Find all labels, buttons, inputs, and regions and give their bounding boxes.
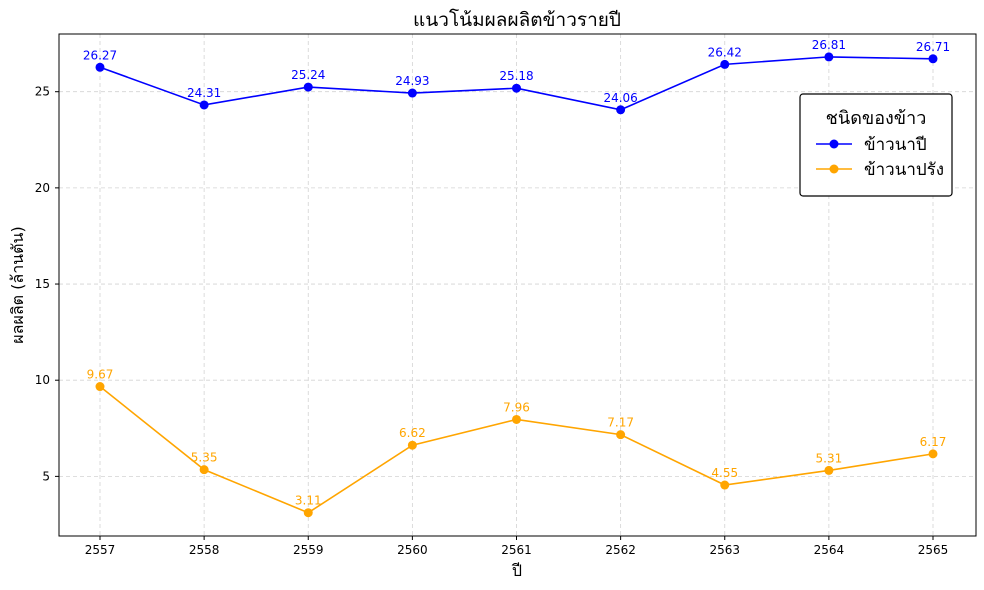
- series-2: 9.67 5.35 3.11 6.62 7.96 7.17 4.55 5.31 6.17: [87, 368, 947, 518]
- y-axis-title: ผลผลิต (ล้านตัน): [8, 226, 27, 343]
- data-point: [303, 82, 313, 92]
- data-point: [407, 88, 417, 98]
- data-label: 24.93: [395, 74, 429, 88]
- y-tick-label: 15: [35, 277, 50, 291]
- data-label: 26.27: [83, 48, 117, 62]
- data-point: [95, 382, 105, 392]
- data-point: [407, 440, 417, 450]
- data-point: [616, 105, 626, 115]
- data-point: [616, 430, 626, 440]
- data-label: 5.31: [816, 451, 843, 465]
- data-label: 25.24: [291, 68, 325, 82]
- legend-label-series-2: ข้าวนาปรัง: [864, 160, 944, 180]
- x-tick-label: 2561: [501, 543, 532, 557]
- data-label: 6.62: [399, 426, 426, 440]
- chart-title: แนวโน้มผลผลิตข้าวรายปี: [413, 8, 621, 31]
- data-label: 5.35: [191, 451, 218, 465]
- x-tick-label: 2563: [709, 543, 740, 557]
- data-point: [720, 59, 730, 69]
- axis-ticks: 2557 2558 2559 2560 2561 2562 2563 2564 2565 5 10 1…: [35, 85, 949, 557]
- data-label: 24.06: [603, 91, 637, 105]
- data-point: [199, 100, 209, 110]
- data-label: 26.42: [708, 45, 742, 59]
- y-tick-label: 25: [35, 85, 50, 99]
- x-tick-label: 2557: [85, 543, 116, 557]
- data-point: [303, 508, 313, 518]
- legend: ชนิดของข้าว ข้าวนาปี ข้าวนาปรัง: [799, 93, 953, 197]
- data-point: [928, 54, 938, 64]
- data-label: 4.55: [711, 466, 738, 480]
- data-label: 26.81: [812, 38, 846, 52]
- data-point: [95, 62, 105, 72]
- legend-marker-series-1: [829, 139, 839, 149]
- y-tick-label: 5: [42, 469, 50, 483]
- legend-marker-series-2: [829, 164, 839, 174]
- data-point: [199, 465, 209, 475]
- x-axis-title: ปี: [512, 561, 523, 580]
- series-1: 26.27 24.31 25.24 24.93 25.18 24.06 26.42 26.81…: [83, 38, 950, 115]
- data-label: 7.17: [607, 416, 634, 430]
- data-label: 7.96: [503, 400, 530, 414]
- data-point: [824, 52, 834, 62]
- data-label: 9.67: [87, 368, 114, 382]
- data-point: [512, 414, 521, 424]
- data-point: [824, 465, 834, 475]
- x-tick-label: 2562: [605, 543, 636, 557]
- data-point: [720, 480, 730, 490]
- series: 26.27 24.31 25.24 24.93 25.18 24.06 26.42 26.81…: [83, 38, 950, 518]
- data-label: 3.11: [295, 494, 322, 508]
- x-tick-label: 2558: [189, 543, 220, 557]
- data-label: 6.17: [920, 435, 947, 449]
- y-tick-label: 20: [35, 181, 50, 195]
- data-label: 26.71: [916, 40, 950, 54]
- x-tick-label: 2565: [918, 543, 949, 557]
- x-tick-label: 2559: [293, 543, 324, 557]
- x-tick-label: 2564: [814, 543, 845, 557]
- legend-label-series-1: ข้าวนาปี: [864, 135, 927, 155]
- x-tick-label: 2560: [397, 543, 428, 557]
- data-point: [512, 83, 521, 93]
- plot-area: [58, 33, 977, 537]
- y-tick-label: 10: [35, 373, 50, 387]
- legend-title: ชนิดของข้าว: [826, 108, 927, 129]
- data-label: 24.31: [187, 86, 221, 100]
- data-point: [928, 449, 938, 459]
- data-label: 25.18: [499, 69, 533, 83]
